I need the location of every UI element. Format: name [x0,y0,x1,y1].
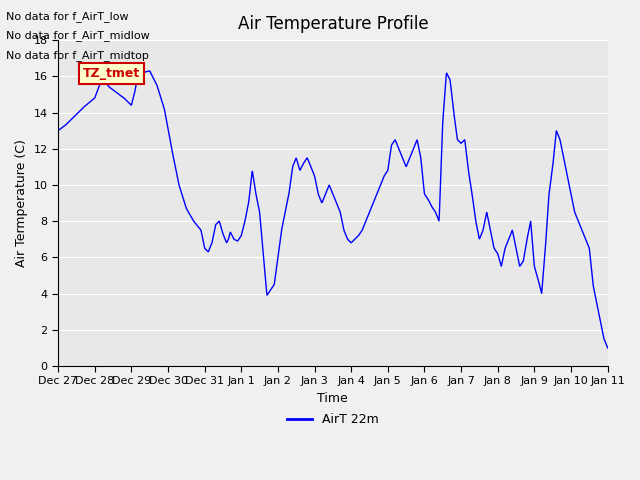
Text: No data for f_AirT_midlow: No data for f_AirT_midlow [6,30,150,41]
Text: TZ_tmet: TZ_tmet [83,67,140,80]
Legend: AirT 22m: AirT 22m [282,408,384,432]
X-axis label: Time: Time [317,392,348,405]
Title: Air Temperature Profile: Air Temperature Profile [237,15,428,33]
Y-axis label: Air Termperature (C): Air Termperature (C) [15,139,28,267]
Text: No data for f_AirT_low: No data for f_AirT_low [6,11,129,22]
Text: No data for f_AirT_midtop: No data for f_AirT_midtop [6,49,149,60]
